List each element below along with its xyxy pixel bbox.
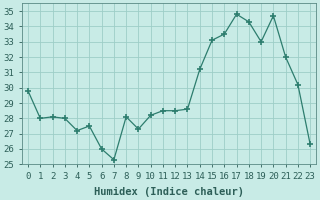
X-axis label: Humidex (Indice chaleur): Humidex (Indice chaleur) xyxy=(94,186,244,197)
